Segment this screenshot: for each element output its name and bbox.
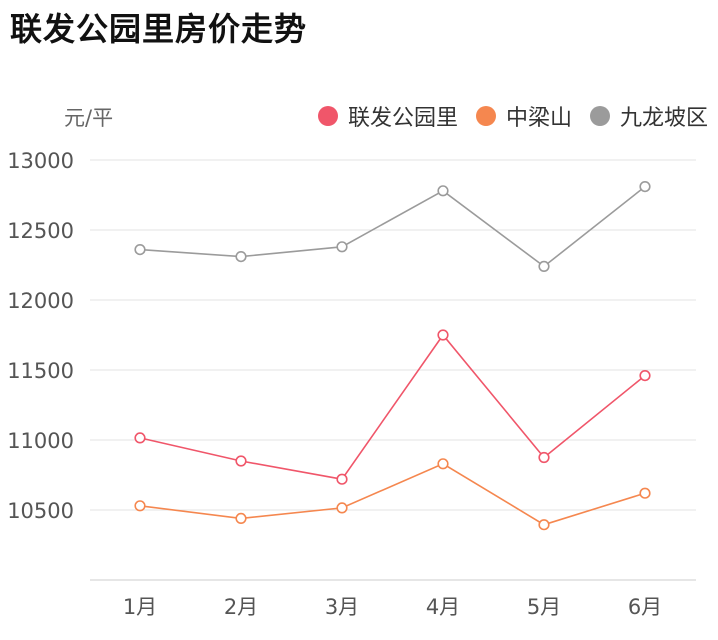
data-point xyxy=(639,487,651,499)
data-point xyxy=(538,451,550,464)
data-point xyxy=(336,241,348,253)
series-line-1 xyxy=(139,462,646,526)
x-tick-label: 5月 xyxy=(527,595,561,619)
legend-label: 联发公园里 xyxy=(347,106,458,131)
x-tick-label: 2月 xyxy=(224,595,258,619)
y-tick-label: 11500 xyxy=(7,359,74,383)
x-tick-label: 6月 xyxy=(628,595,662,619)
data-point xyxy=(437,329,449,341)
x-tick-label: 1月 xyxy=(123,595,157,619)
data-point xyxy=(336,473,348,485)
series-line-0 xyxy=(139,333,646,481)
data-point xyxy=(538,260,550,273)
y-tick-label: 11000 xyxy=(7,429,74,453)
data-point xyxy=(134,244,146,256)
data-point xyxy=(639,370,651,382)
legend-marker-icon xyxy=(317,106,338,126)
data-point xyxy=(437,185,449,197)
series-line-2 xyxy=(139,185,646,268)
data-point xyxy=(134,500,146,512)
legend-label: 九龙坡区 xyxy=(619,106,708,131)
data-point xyxy=(639,181,651,193)
legend-marker-icon xyxy=(475,106,496,126)
y-tick-label: 13000 xyxy=(7,149,74,173)
data-point xyxy=(235,455,247,467)
chart-legend: 联发公园里 中梁山 九龙坡区 xyxy=(300,100,708,132)
y-tick-label: 10500 xyxy=(7,499,74,523)
data-point xyxy=(134,432,146,444)
data-point xyxy=(235,512,247,525)
legend-marker-icon xyxy=(589,106,610,126)
legend-item-zhongliangshan[interactable]: 中梁山 xyxy=(475,100,572,132)
x-tick-label: 4月 xyxy=(426,595,460,619)
data-point xyxy=(235,251,247,263)
legend-label: 中梁山 xyxy=(505,106,572,131)
data-point xyxy=(437,458,449,470)
data-point xyxy=(336,502,348,514)
y-tick-label: 12000 xyxy=(7,289,74,313)
y-tick-label: 12500 xyxy=(7,219,74,243)
data-point xyxy=(538,519,550,531)
legend-item-jiulongpo[interactable]: 九龙坡区 xyxy=(589,100,708,132)
x-tick-label: 3月 xyxy=(325,595,359,619)
chart-title: 联发公园里房价走势 xyxy=(10,10,308,48)
y-axis-unit-label: 元/平 xyxy=(64,106,114,130)
legend-item-lianfa[interactable]: 联发公园里 xyxy=(317,100,458,132)
